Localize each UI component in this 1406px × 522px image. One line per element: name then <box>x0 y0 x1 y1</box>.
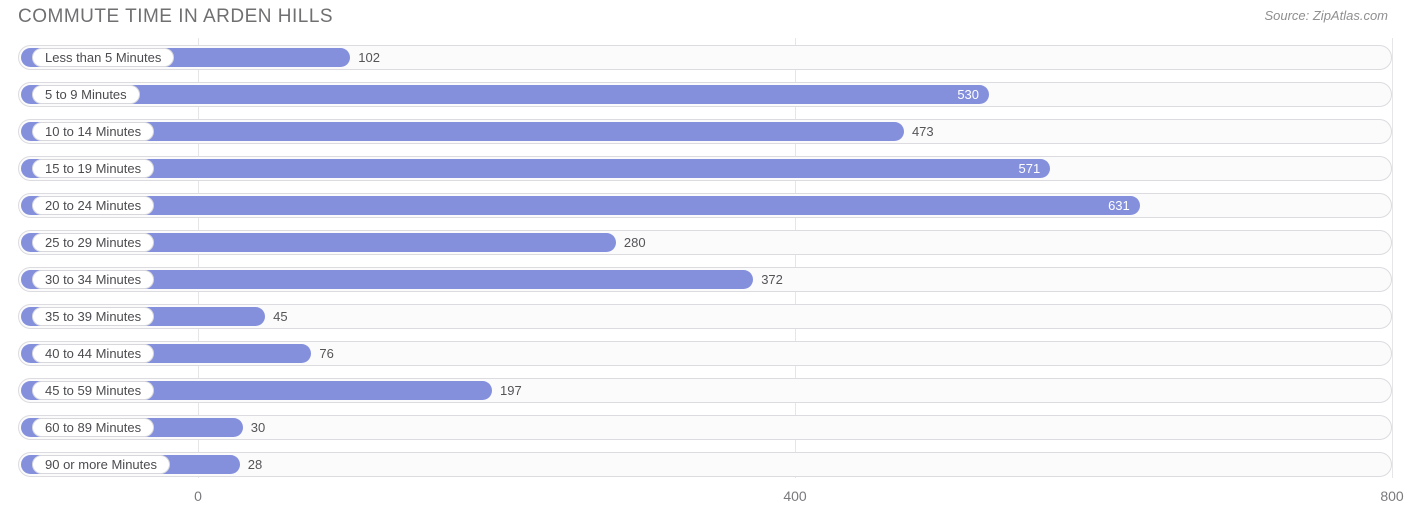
category-pill: 25 to 29 Minutes <box>32 233 154 252</box>
chart-title: COMMUTE TIME IN ARDEN HILLS <box>18 6 333 28</box>
chart-source: Source: ZipAtlas.com <box>1264 6 1388 23</box>
bar-row: Less than 5 Minutes 102 <box>18 42 1392 73</box>
x-axis: 0400800 <box>18 488 1392 512</box>
category-pill: 60 to 89 Minutes <box>32 418 154 437</box>
bar-row: 35 to 39 Minutes 45 <box>18 301 1392 332</box>
chart-header: COMMUTE TIME IN ARDEN HILLS Source: ZipA… <box>0 0 1406 28</box>
bar-row: 25 to 29 Minutes 280 <box>18 227 1392 258</box>
value-label: 45 <box>265 301 287 332</box>
value-label: 530 <box>18 79 989 110</box>
gridline <box>1392 38 1393 478</box>
category-pill: 45 to 59 Minutes <box>32 381 154 400</box>
bar-row: 40 to 44 Minutes 76 <box>18 338 1392 369</box>
value-label: 28 <box>240 449 262 480</box>
category-pill: 90 or more Minutes <box>32 455 170 474</box>
value-label: 197 <box>492 375 522 406</box>
bar-row: 20 to 24 Minutes631 <box>18 190 1392 221</box>
value-label: 571 <box>18 153 1050 184</box>
category-pill: 40 to 44 Minutes <box>32 344 154 363</box>
value-label: 631 <box>18 190 1140 221</box>
bar-series: Less than 5 Minutes 102 5 to 9 Minutes530 1… <box>18 38 1392 480</box>
value-label: 280 <box>616 227 646 258</box>
category-pill: Less than 5 Minutes <box>32 48 174 67</box>
value-label: 473 <box>904 116 934 147</box>
bar-row: 90 or more Minutes 28 <box>18 449 1392 480</box>
bar-row: 45 to 59 Minutes 197 <box>18 375 1392 406</box>
chart-plot-area: Less than 5 Minutes 102 5 to 9 Minutes530 1… <box>18 38 1392 478</box>
value-label: 30 <box>243 412 265 443</box>
category-pill: 30 to 34 Minutes <box>32 270 154 289</box>
category-pill: 10 to 14 Minutes <box>32 122 154 141</box>
category-pill: 35 to 39 Minutes <box>32 307 154 326</box>
bar-row: 5 to 9 Minutes530 <box>18 79 1392 110</box>
value-label: 76 <box>311 338 333 369</box>
value-label: 372 <box>753 264 783 295</box>
bar-row: 10 to 14 Minutes 473 <box>18 116 1392 147</box>
x-tick-label: 0 <box>194 488 202 504</box>
bar-row: 30 to 34 Minutes 372 <box>18 264 1392 295</box>
bar-row: 15 to 19 Minutes571 <box>18 153 1392 184</box>
value-label: 102 <box>350 42 380 73</box>
x-tick-label: 400 <box>783 488 806 504</box>
x-tick-label: 800 <box>1380 488 1403 504</box>
bar-row: 60 to 89 Minutes 30 <box>18 412 1392 443</box>
